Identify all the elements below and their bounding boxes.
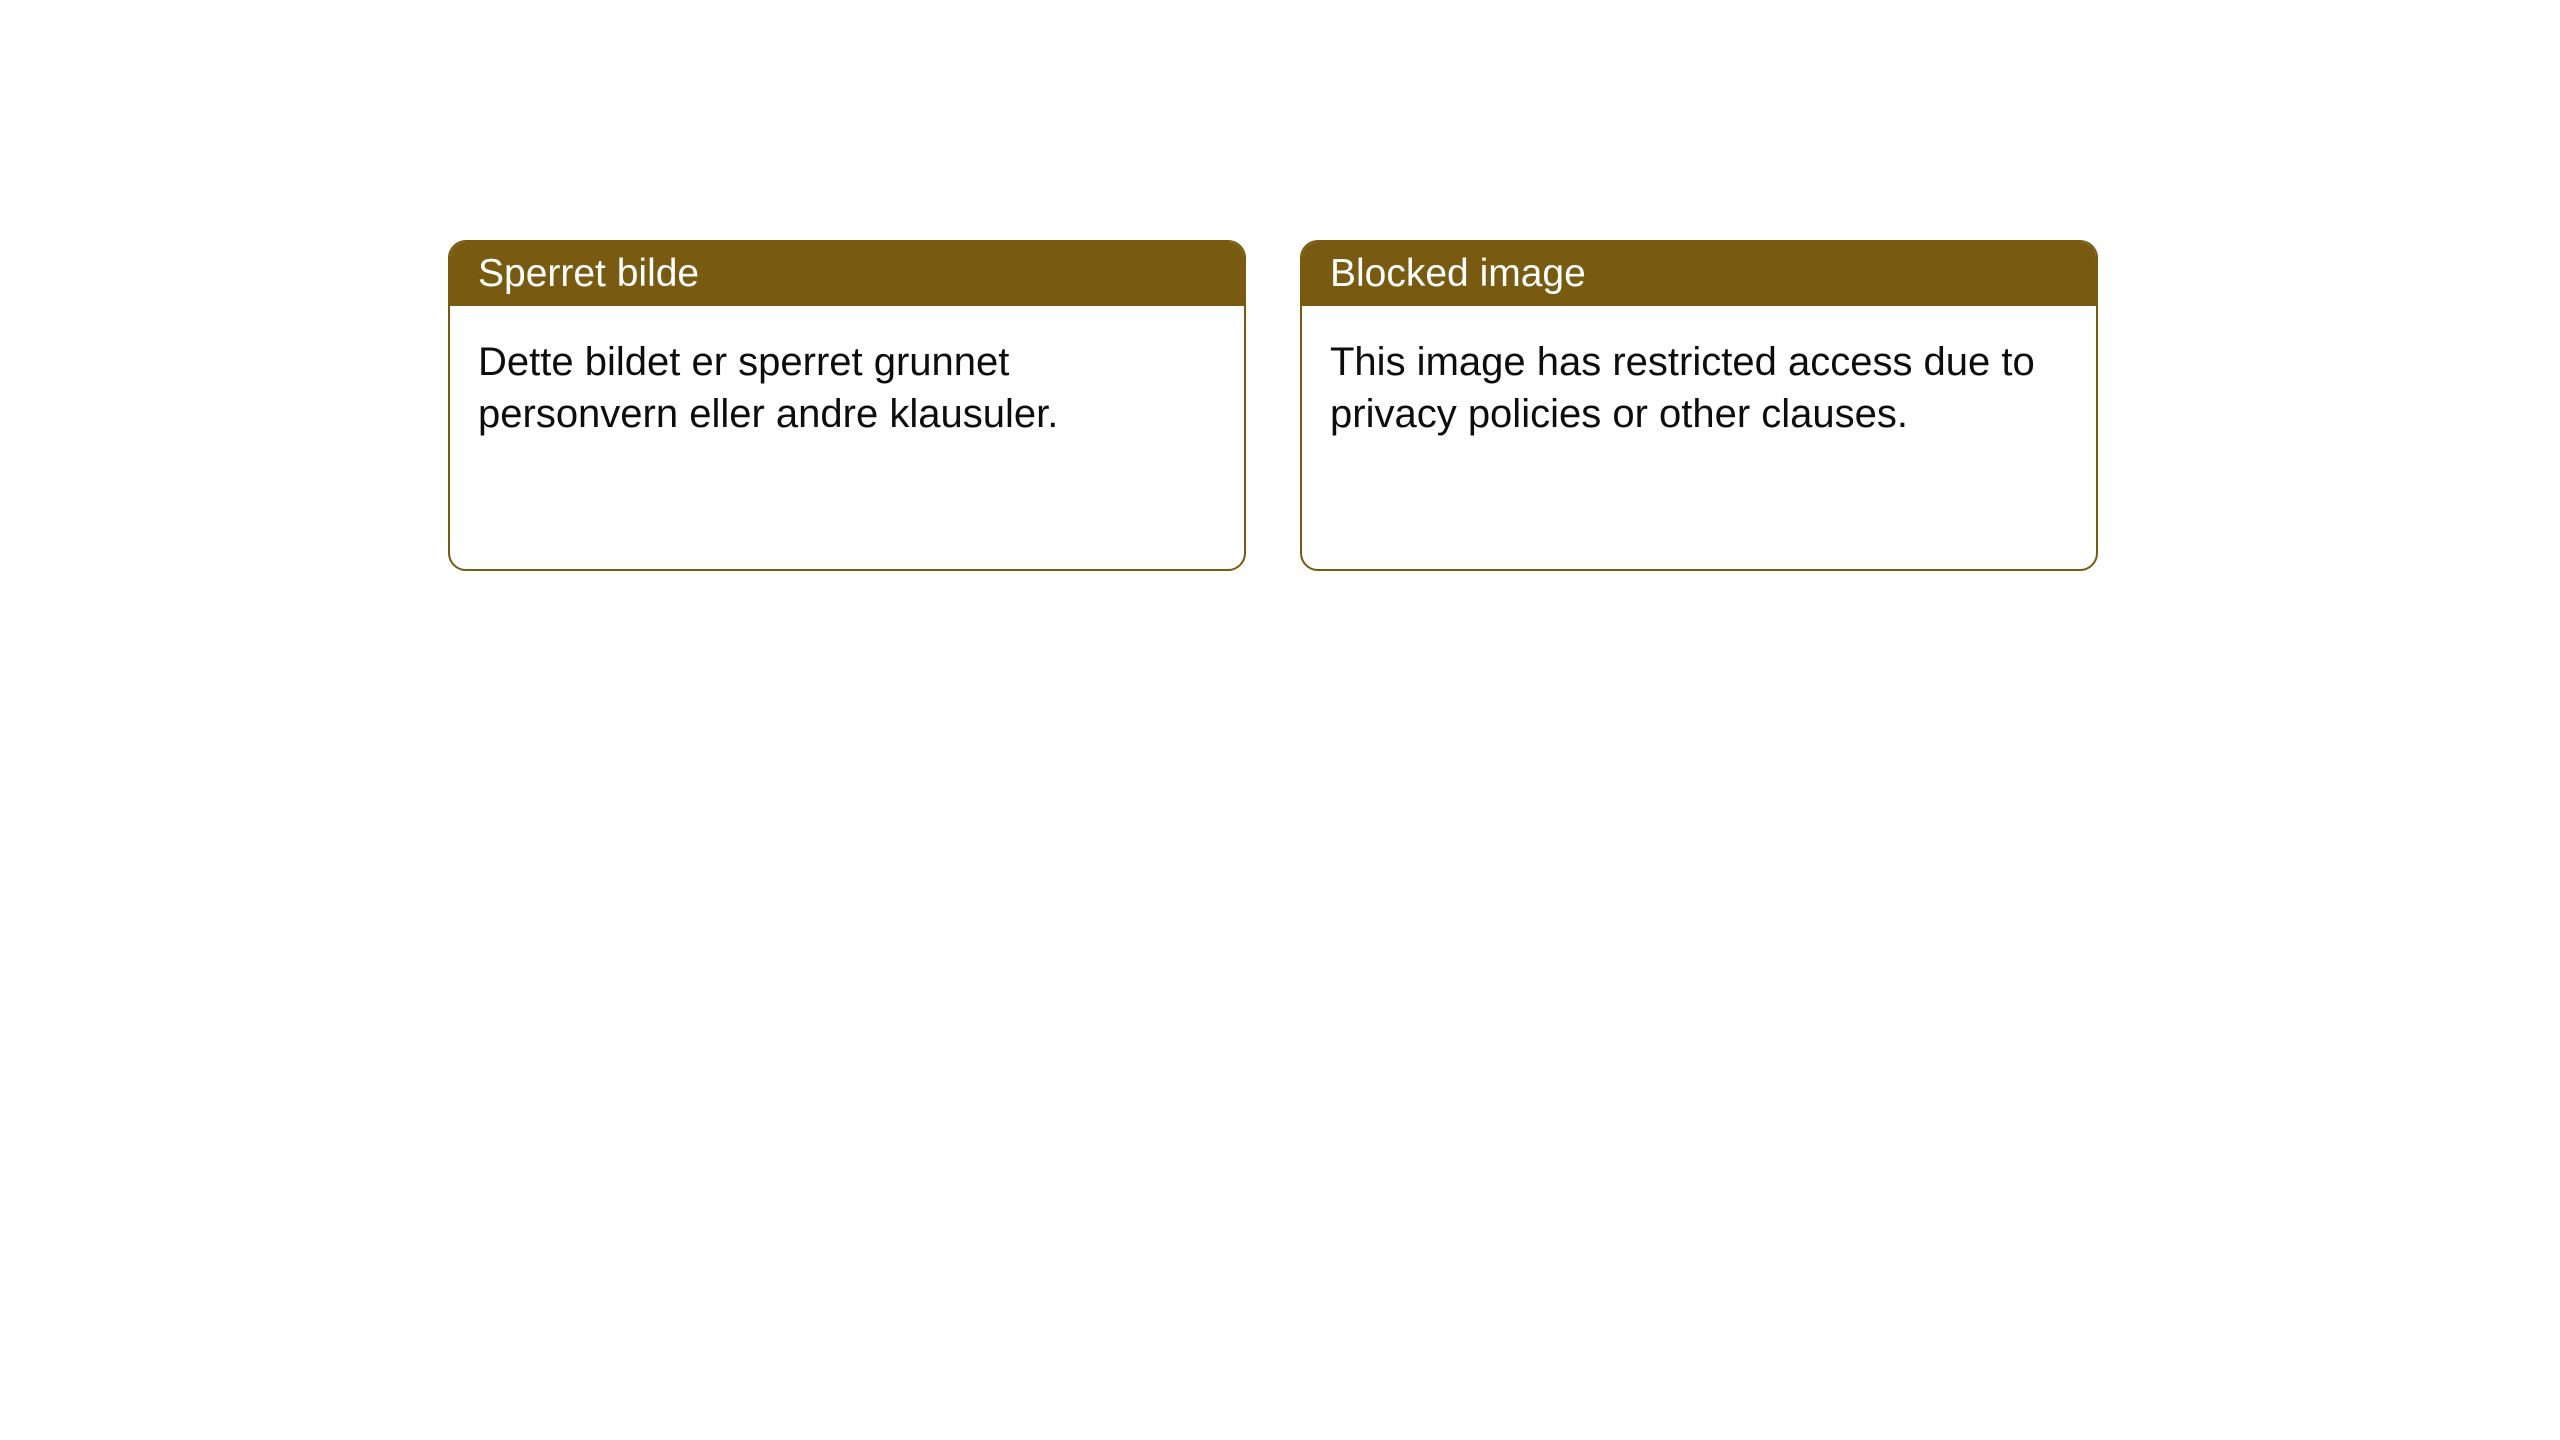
card-title: Blocked image [1330, 252, 1586, 295]
card-body-english: This image has restricted access due to … [1302, 306, 2096, 470]
blocked-image-card-norwegian: Sperret bilde Dette bildet er sperret gr… [448, 240, 1246, 571]
card-header-english: Blocked image [1302, 242, 2096, 306]
card-header-norwegian: Sperret bilde [450, 242, 1244, 306]
blocked-image-card-english: Blocked image This image has restricted … [1300, 240, 2098, 571]
card-message: This image has restricted access due to … [1330, 340, 2035, 436]
notice-container: Sperret bilde Dette bildet er sperret gr… [448, 240, 2098, 571]
card-title: Sperret bilde [478, 252, 699, 295]
card-body-norwegian: Dette bildet er sperret grunnet personve… [450, 306, 1244, 470]
card-message: Dette bildet er sperret grunnet personve… [478, 340, 1058, 436]
